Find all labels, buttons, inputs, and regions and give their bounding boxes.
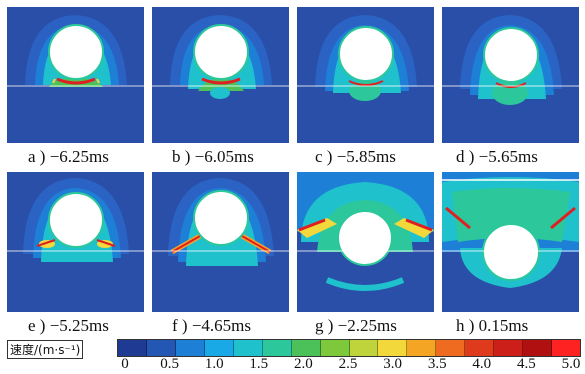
panel-e	[7, 172, 144, 312]
colorbar-gradient	[117, 339, 581, 357]
colorbar-segment	[262, 340, 292, 356]
colorbar-tick-label: 1.5	[249, 356, 269, 372]
colorbar-segment	[146, 340, 176, 356]
colorbar-segment	[349, 340, 379, 356]
panel-c	[297, 7, 434, 143]
colorbar-segment	[465, 340, 495, 356]
contour-plot-g	[297, 172, 434, 312]
contour-plot-f	[152, 172, 289, 312]
colorbar-segment	[407, 340, 437, 356]
contour-plot-h	[442, 172, 579, 312]
caption-d: d ) −5.65ms	[456, 147, 538, 166]
contour-plot-c	[297, 7, 434, 143]
contour-plot-a	[7, 7, 144, 143]
colorbar-tick-label: 1.0	[204, 356, 224, 372]
colorbar-segment	[320, 340, 350, 356]
caption-c: c ) −5.85ms	[315, 147, 396, 166]
colorbar-tick-label: 4.5	[517, 356, 536, 372]
panel-b	[152, 7, 289, 143]
panel-a	[7, 7, 144, 143]
colorbar-segment	[118, 340, 147, 356]
panel-g	[297, 172, 434, 312]
caption-e: e ) −5.25ms	[28, 316, 109, 335]
colorbar-segment	[436, 340, 466, 356]
colorbar-tick-label: 3.5	[427, 356, 447, 372]
colorbar-segment	[175, 340, 205, 356]
colorbar-tick-label: 2.5	[338, 356, 358, 372]
panel-d	[442, 7, 579, 143]
panel-f	[152, 172, 289, 312]
colorbar-title: 速度/(m·s⁻¹)	[7, 340, 84, 359]
colorbar-tick-label: 3.0	[383, 356, 402, 372]
caption-h: h ) 0.15ms	[456, 316, 529, 335]
colorbar-tick-label: 0.5	[160, 356, 179, 372]
caption-b: b ) −6.05ms	[172, 147, 254, 166]
caption-a: a ) −6.25ms	[28, 147, 109, 166]
colorbar-tick-label: 4.0	[472, 356, 492, 372]
colorbar-segment	[233, 340, 263, 356]
colorbar-segment	[523, 340, 553, 356]
caption-f: f ) −4.65ms	[172, 316, 251, 335]
colorbar-segment	[204, 340, 234, 356]
colorbar-tick-label: 0	[121, 356, 129, 372]
contour-plot-e	[7, 172, 144, 312]
panel-h	[442, 172, 579, 312]
colorbar-tick-label: 2.0	[294, 356, 313, 372]
colorbar-segment	[552, 340, 580, 356]
colorbar-segment	[494, 340, 524, 356]
contour-plot-d	[442, 7, 579, 143]
caption-g: g ) −2.25ms	[315, 316, 397, 335]
colorbar-segment	[291, 340, 321, 356]
contour-plot-b	[152, 7, 289, 143]
colorbar-segment	[378, 340, 408, 356]
colorbar-tick-label: 5.0	[561, 356, 581, 372]
velocity-colorbar: 速度/(m·s⁻¹) 0 0.5 1.0 1.5 2.0 2.5 3.0 3.5 4.0 4.5 5…	[7, 338, 581, 372]
